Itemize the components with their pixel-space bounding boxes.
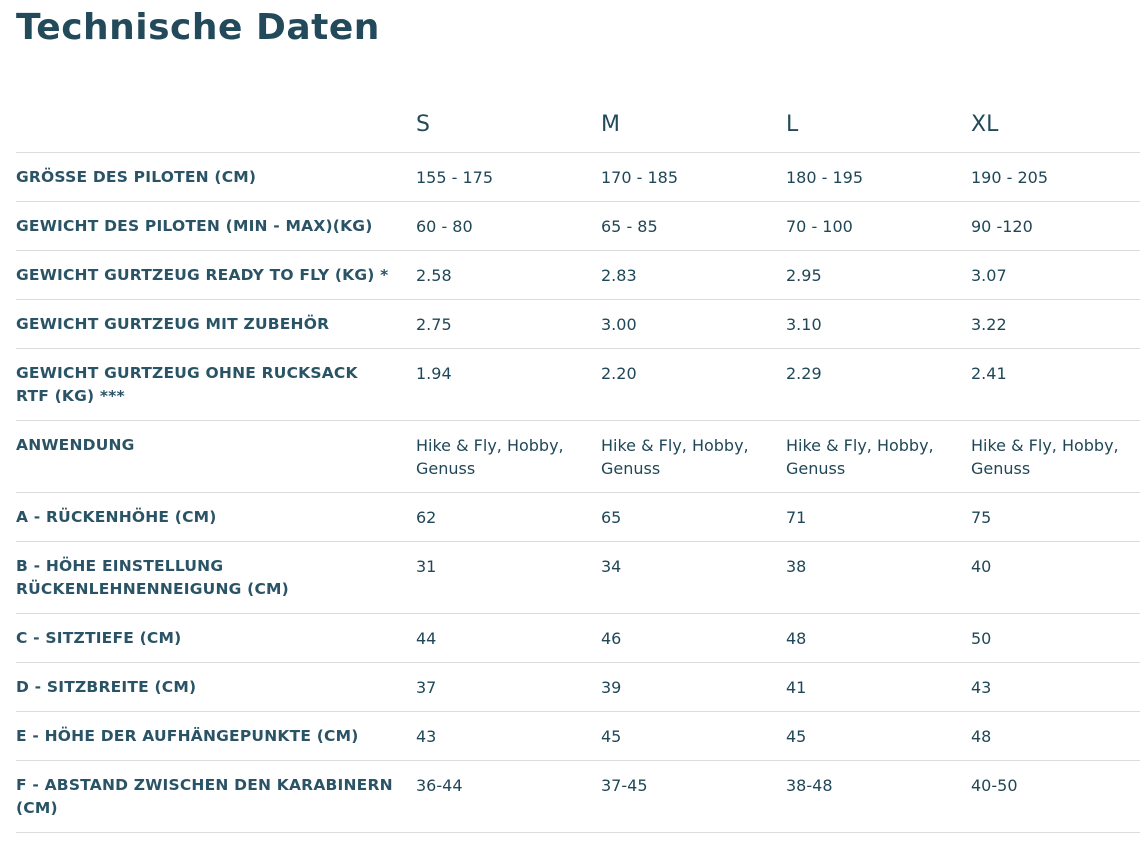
cell-value: Hike & Fly, Hobby, Genuss: [601, 420, 786, 493]
cell-value: 170 - 185: [601, 152, 786, 202]
table-row: A - RÜCKENHÖHE (CM) 62 65 71 75: [16, 492, 1140, 542]
cell-value: 90 -120: [971, 201, 1140, 251]
cell-value: 71: [786, 492, 971, 542]
cell-value: 3.00: [601, 299, 786, 349]
cell-value: 2.41: [971, 348, 1140, 421]
row-label: GRÖSSE DES PILOTEN (CM): [16, 152, 416, 202]
size-header: M: [601, 97, 786, 153]
label-column-header: [16, 97, 416, 153]
cell-value: 31: [416, 541, 601, 614]
table-row: GEWICHT GURTZEUG READY TO FLY (KG) * 2.5…: [16, 250, 1140, 300]
cell-value: 44: [416, 613, 601, 663]
cell-value: 70 - 100: [786, 201, 971, 251]
cell-value: 2.20: [601, 348, 786, 421]
table-row: GEWICHT DES PILOTEN (MIN - MAX)(KG) 60 -…: [16, 201, 1140, 251]
cell-value: 48: [971, 711, 1140, 761]
cell-value: 34: [601, 541, 786, 614]
row-label: GEWICHT GURTZEUG READY TO FLY (KG) *: [16, 250, 416, 300]
table-row: GEWICHT GURTZEUG MIT ZUBEHÖR 2.75 3.00 3…: [16, 299, 1140, 349]
size-header: S: [416, 97, 601, 153]
cell-value: Hike & Fly, Hobby, Genuss: [786, 420, 971, 493]
cell-value: Hike & Fly, Hobby, Genuss: [416, 420, 601, 493]
cell-value: Hike & Fly, Hobby, Genuss: [971, 420, 1140, 493]
cell-value: 62: [416, 492, 601, 542]
cell-value: 41: [786, 662, 971, 712]
cell-value: 180 - 195: [786, 152, 971, 202]
cell-value: 45: [786, 711, 971, 761]
cell-value: 45: [601, 711, 786, 761]
cell-value: 50: [971, 613, 1140, 663]
cell-value: 2.58: [416, 250, 601, 300]
row-label: F - ABSTAND ZWISCHEN DEN KARABINERN (CM): [16, 760, 416, 833]
cell-value: 65: [601, 492, 786, 542]
row-label: GEWICHT GURTZEUG OHNE RUCKSACK RTF (KG) …: [16, 348, 416, 421]
cell-value: 65 - 85: [601, 201, 786, 251]
cell-value: 40-50: [971, 760, 1140, 833]
cell-value: 3.22: [971, 299, 1140, 349]
cell-value: 43: [971, 662, 1140, 712]
cell-value: 37: [416, 662, 601, 712]
size-header: XL: [971, 97, 1140, 153]
cell-value: 155 - 175: [416, 152, 601, 202]
row-label: GEWICHT GURTZEUG MIT ZUBEHÖR: [16, 299, 416, 349]
cell-value: 75: [971, 492, 1140, 542]
row-label: A - RÜCKENHÖHE (CM): [16, 492, 416, 542]
cell-value: 190 - 205: [971, 152, 1140, 202]
table-row: F - ABSTAND ZWISCHEN DEN KARABINERN (CM)…: [16, 760, 1140, 833]
table-row: B - HÖHE EINSTELLUNG RÜCKENLEHNENNEIGUNG…: [16, 541, 1140, 614]
table-row: C - SITZTIEFE (CM) 44 46 48 50: [16, 613, 1140, 663]
cell-value: 39: [601, 662, 786, 712]
row-label: E - HÖHE DER AUFHÄNGEPUNKTE (CM): [16, 711, 416, 761]
cell-value: 60 - 80: [416, 201, 601, 251]
cell-value: 2.83: [601, 250, 786, 300]
size-header-row: S M L XL: [16, 97, 1140, 153]
table-row: E - HÖHE DER AUFHÄNGEPUNKTE (CM) 43 45 4…: [16, 711, 1140, 761]
cell-value: 3.10: [786, 299, 971, 349]
cell-value: 36-44: [416, 760, 601, 833]
cell-value: 1.94: [416, 348, 601, 421]
table-row: D - SITZBREITE (CM) 37 39 41 43: [16, 662, 1140, 712]
cell-value: 38: [786, 541, 971, 614]
cell-value: 2.95: [786, 250, 971, 300]
cell-value: 37-45: [601, 760, 786, 833]
cell-value: 40: [971, 541, 1140, 614]
cell-value: 48: [786, 613, 971, 663]
cell-value: 46: [601, 613, 786, 663]
row-label: GEWICHT DES PILOTEN (MIN - MAX)(KG): [16, 201, 416, 251]
table-row: ANWENDUNG Hike & Fly, Hobby, Genuss Hike…: [16, 420, 1140, 493]
cell-value: 38-48: [786, 760, 971, 833]
row-label: C - SITZTIEFE (CM): [16, 613, 416, 663]
size-header: L: [786, 97, 971, 153]
cell-value: 43: [416, 711, 601, 761]
cell-value: 3.07: [971, 250, 1140, 300]
table-row: GEWICHT GURTZEUG OHNE RUCKSACK RTF (KG) …: [16, 348, 1140, 421]
page-title: Technische Daten: [16, 7, 380, 48]
cell-value: 2.29: [786, 348, 971, 421]
row-label: B - HÖHE EINSTELLUNG RÜCKENLEHNENNEIGUNG…: [16, 541, 416, 614]
row-label: ANWENDUNG: [16, 420, 416, 493]
table-row: GRÖSSE DES PILOTEN (CM) 155 - 175 170 - …: [16, 152, 1140, 202]
row-label: D - SITZBREITE (CM): [16, 662, 416, 712]
spec-table: S M L XL GRÖSSE DES PILOTEN (CM) 155 - 1…: [16, 97, 1140, 833]
cell-value: 2.75: [416, 299, 601, 349]
